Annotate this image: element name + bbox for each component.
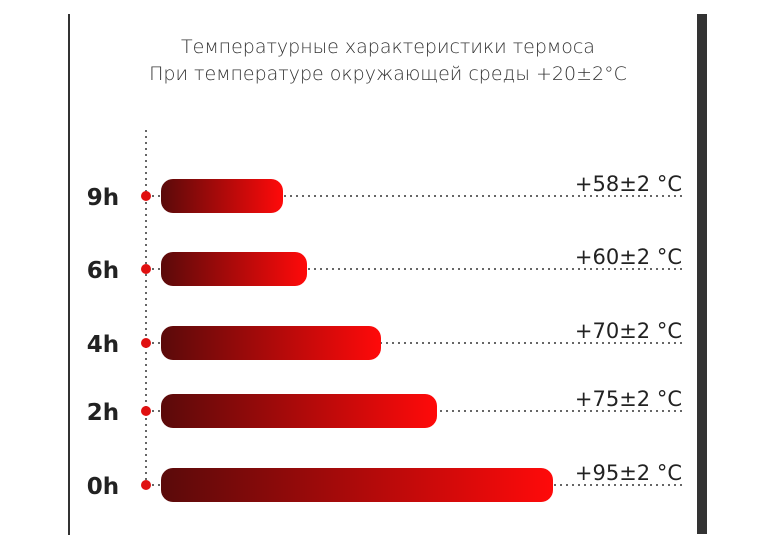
value-label: +60±2 °C: [575, 245, 682, 269]
bar-0h: [161, 468, 553, 502]
tick-label: 6h: [87, 258, 119, 284]
bar-6h: [161, 252, 307, 286]
tick-label: 2h: [87, 400, 119, 426]
bar-2h: [161, 394, 437, 428]
value-label: +58±2 °C: [575, 172, 682, 196]
chart-title: Температурные характеристики термоса: [181, 36, 595, 58]
bar-9h: [161, 179, 283, 213]
bar-4h: [161, 326, 381, 360]
row-dot: [141, 191, 151, 201]
value-label: +75±2 °C: [575, 387, 682, 411]
value-label: +70±2 °C: [575, 319, 682, 343]
row-dot: [141, 480, 151, 490]
row-dot: [141, 406, 151, 416]
chart-subtitle: При температуре окружающей среды +20±2°C: [149, 63, 627, 85]
tick-label: 4h: [87, 332, 119, 358]
left-border: [68, 14, 70, 535]
value-label: +95±2 °C: [575, 461, 682, 485]
tick-label: 0h: [87, 474, 119, 500]
row-dot: [141, 338, 151, 348]
right-border: [697, 14, 707, 534]
tick-label: 9h: [87, 185, 119, 211]
row-dot: [141, 264, 151, 274]
